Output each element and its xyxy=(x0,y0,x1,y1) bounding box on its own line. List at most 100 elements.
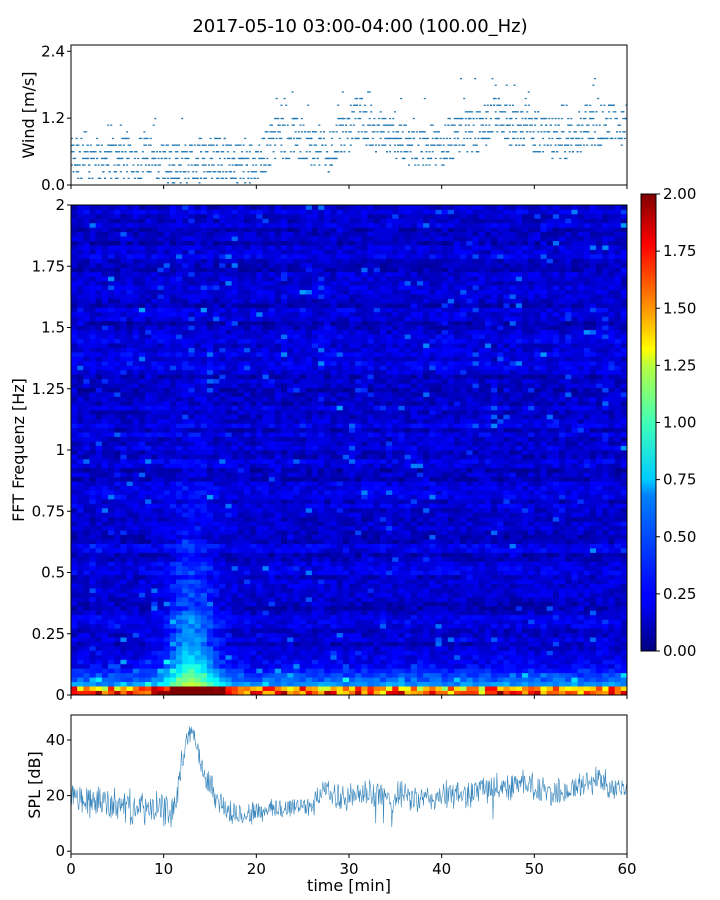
spectrogram-cell xyxy=(83,548,90,553)
spectrogram-cell xyxy=(194,387,202,393)
spectrogram-cell xyxy=(188,472,195,478)
wind-point xyxy=(512,111,514,113)
spectrogram-cell xyxy=(120,427,127,433)
wind-point xyxy=(518,124,521,126)
wind-point xyxy=(393,151,396,153)
spectrogram-cell xyxy=(237,392,245,397)
spectrogram-cell xyxy=(176,245,183,250)
wind-point xyxy=(403,124,406,126)
spectrogram-cell xyxy=(169,659,177,665)
spectrogram-cell xyxy=(108,583,115,589)
spectrogram-cell xyxy=(89,663,97,669)
spectrogram-cell xyxy=(200,334,208,340)
wind-point xyxy=(356,137,359,140)
spectrogram-cell xyxy=(188,458,195,464)
wind-point xyxy=(579,131,582,133)
spectrogram-cell xyxy=(188,628,195,634)
spectrogram-cell xyxy=(101,316,109,322)
spectrogram-cell xyxy=(231,374,239,380)
spectrogram-cell xyxy=(132,561,140,567)
wind-point xyxy=(515,111,518,113)
spectrogram-cell xyxy=(200,614,208,620)
spectrogram-cell xyxy=(108,539,115,544)
spectrogram-cell xyxy=(225,307,233,313)
spectrogram-cell xyxy=(114,289,121,295)
spectrogram-cell xyxy=(243,458,251,464)
wind-point xyxy=(537,151,540,153)
spectrogram-cell xyxy=(101,570,109,576)
spectrogram-cell xyxy=(231,338,239,344)
spectrogram-cell xyxy=(200,481,208,487)
wind-point xyxy=(343,144,346,146)
spectrogram-cell xyxy=(108,378,115,384)
spectrogram-cell xyxy=(132,329,140,335)
wind-point xyxy=(556,131,559,133)
spectrogram-cell xyxy=(268,405,276,411)
spectrogram-cell xyxy=(132,352,140,357)
spectrogram-cell xyxy=(262,503,270,509)
spectrogram-cell xyxy=(182,458,189,464)
wind-point xyxy=(501,111,503,113)
spectrogram-cell xyxy=(126,218,134,224)
spectrogram-cell xyxy=(188,681,195,687)
spectrogram-cell xyxy=(132,445,140,451)
wind-point xyxy=(449,117,451,120)
spectrogram-cell xyxy=(256,436,263,442)
wind-point xyxy=(237,164,240,166)
spectrogram-cell xyxy=(194,423,202,429)
spectrogram-cell xyxy=(200,231,208,237)
wind-point xyxy=(77,164,80,166)
spectrogram-cell xyxy=(206,254,214,259)
wind-point xyxy=(274,157,277,160)
spectrogram-cell xyxy=(126,592,134,598)
spectrogram-cell xyxy=(243,467,251,473)
spectrogram-cell xyxy=(243,213,251,219)
wind-point xyxy=(349,131,352,133)
spectrogram-cell xyxy=(169,240,177,246)
spectrogram-cell xyxy=(89,601,97,607)
spectrogram-cell xyxy=(157,641,165,647)
spectrogram-cell xyxy=(219,552,226,558)
spectrogram-cell xyxy=(206,530,214,536)
spectrogram-cell xyxy=(83,213,90,219)
spectrogram-cell xyxy=(237,481,245,487)
spectrogram-cell xyxy=(89,543,97,549)
spectrogram-cell xyxy=(268,570,276,576)
spectrogram-cell xyxy=(206,423,214,429)
spectrogram-cell xyxy=(114,360,121,366)
spectrogram-cell xyxy=(132,343,140,348)
spectrogram-cell xyxy=(176,592,183,598)
spectrogram-cell xyxy=(206,441,214,446)
spectrogram-cell xyxy=(151,307,158,313)
spectrogram-cell xyxy=(95,369,103,375)
wind-point xyxy=(354,97,357,100)
spectrogram-cell xyxy=(256,369,263,375)
spectrogram-cell xyxy=(231,458,239,464)
spectrogram-cell xyxy=(95,525,103,531)
spectrogram-cell xyxy=(231,472,239,478)
wind-point xyxy=(226,144,229,146)
spectrogram-cell xyxy=(231,316,239,322)
spectrogram-cell xyxy=(200,289,208,295)
spectrogram-cell xyxy=(95,605,103,611)
spectrogram-cell xyxy=(83,472,90,478)
wind-plot-area xyxy=(71,45,627,185)
spectrogram-cell xyxy=(101,450,109,455)
wind-point xyxy=(110,144,113,146)
spectrogram-cell xyxy=(225,552,233,558)
spectrogram-cell xyxy=(114,401,121,406)
wind-point xyxy=(619,137,622,140)
spectrogram-cell xyxy=(250,298,257,304)
spectrogram-cell xyxy=(89,392,97,397)
spectrogram-cell xyxy=(108,663,115,669)
spectrogram-cell xyxy=(108,619,115,625)
spectrogram-cell xyxy=(89,276,97,282)
spectrogram-cell xyxy=(89,209,97,215)
spectrogram-cell xyxy=(262,236,270,242)
spectrogram-cell xyxy=(145,432,152,438)
spectrogram-cell xyxy=(138,614,146,620)
spectrogram-cell xyxy=(219,218,226,224)
wind-point xyxy=(315,151,318,153)
spectrogram-cell xyxy=(138,450,146,455)
spectrogram-cell xyxy=(200,360,208,366)
